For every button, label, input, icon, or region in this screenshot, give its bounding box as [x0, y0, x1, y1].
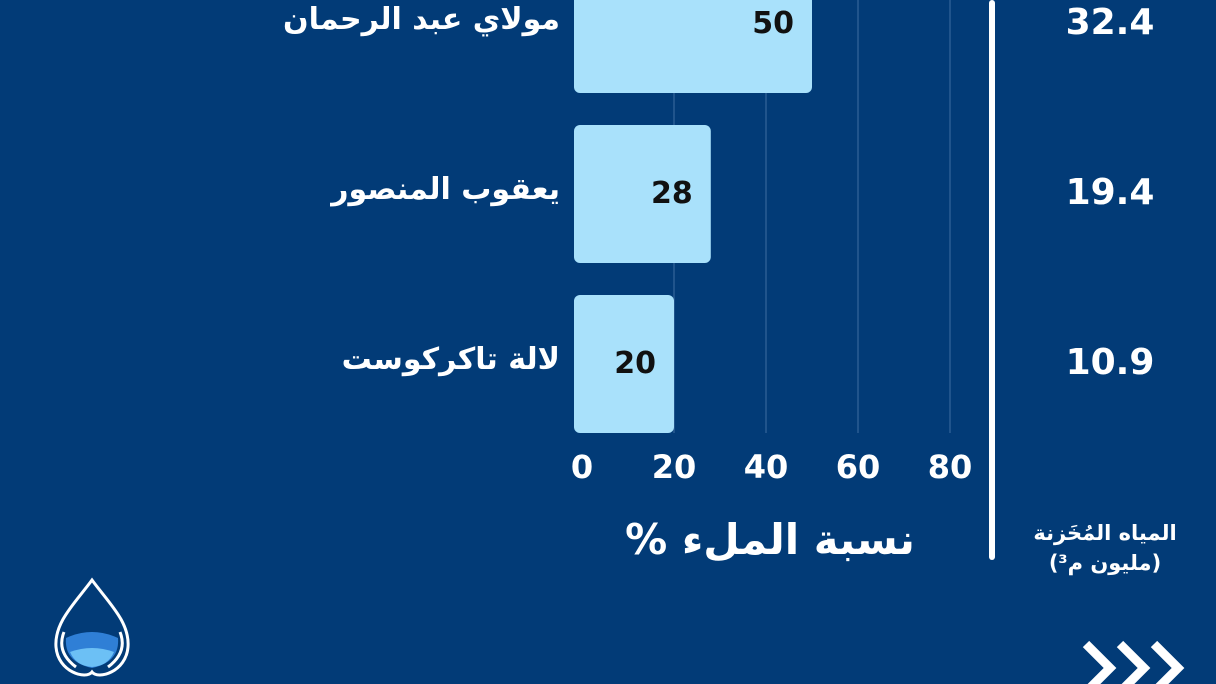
logo-water-drop-icon	[54, 577, 130, 677]
stored-water-value: 32.4	[1065, 2, 1155, 43]
x-axis-title: نسبة الملء %	[625, 515, 915, 564]
bar-value-label: 28	[651, 176, 693, 211]
x-tick-label: 80	[927, 448, 973, 486]
stored-water-value: 10.9	[1065, 342, 1155, 383]
x-tick-label: 20	[651, 448, 697, 486]
stored-water-title-line2: (مليون م³)	[1048, 551, 1162, 575]
x-tick-label: 60	[835, 448, 881, 486]
stored-water-value: 19.4	[1065, 172, 1155, 213]
bar	[574, 295, 674, 433]
category-label: لالة تاكركوست	[341, 342, 560, 377]
category-label: يعقوب المنصور	[331, 172, 560, 207]
category-label: مولاي عبد الرحمان	[283, 2, 560, 37]
bar-value-label: 20	[614, 346, 656, 381]
bar	[574, 0, 812, 93]
stored-water-title: المياه المُخَزنة (مليون م³)	[1010, 518, 1200, 578]
x-tick-label: 40	[743, 448, 789, 486]
bar	[574, 125, 711, 263]
x-tick-label: 0	[570, 448, 594, 486]
divider	[989, 0, 995, 560]
stored-water-title-line1: المياه المُخَزنة	[1033, 521, 1177, 545]
bar-value-label: 50	[752, 6, 794, 41]
arrows-icon	[1082, 640, 1185, 684]
